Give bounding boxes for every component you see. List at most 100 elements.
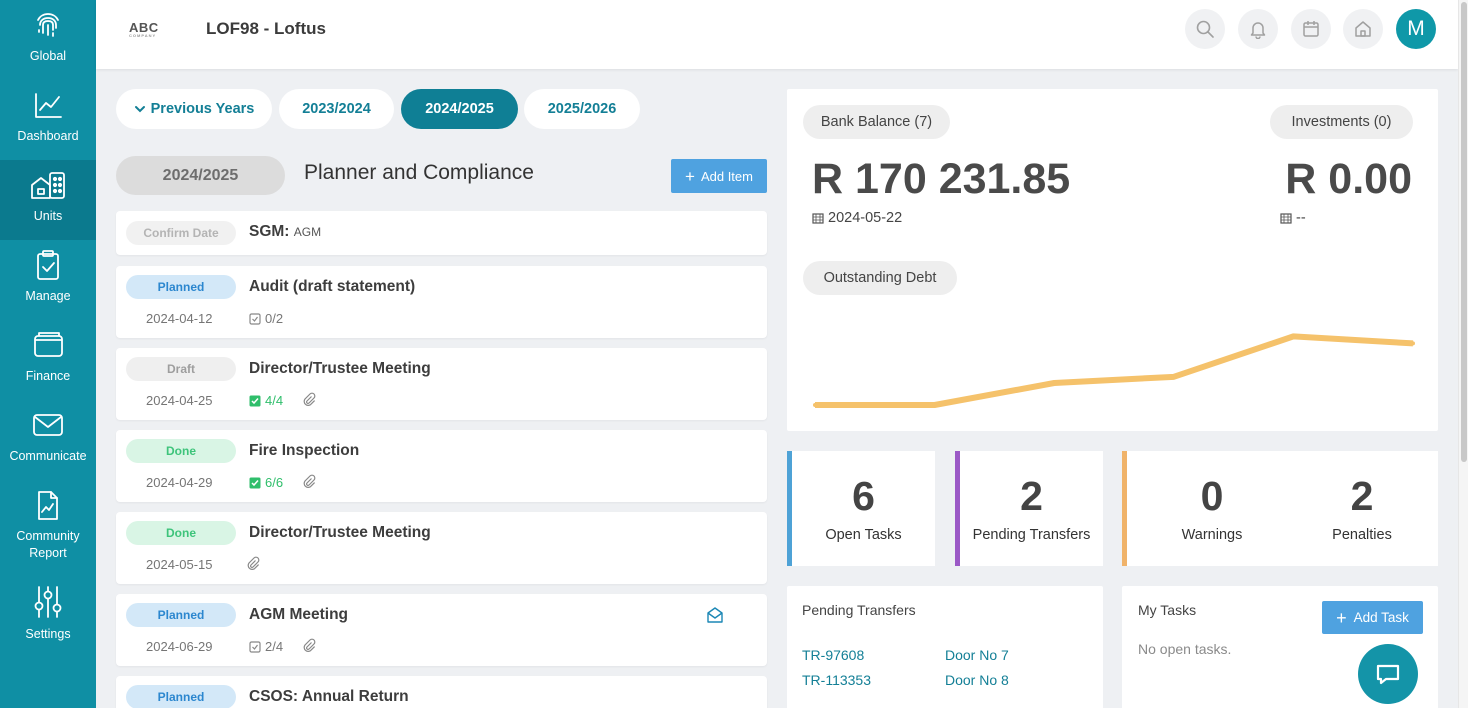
- planner-item-title: Audit (draft statement): [249, 278, 416, 295]
- sidebar-item-label: Global: [29, 49, 67, 63]
- planner-item-subtitle: AGM: [293, 225, 322, 239]
- status-badge: Draft: [126, 357, 236, 381]
- sidebar-item-label: Settings: [25, 627, 71, 641]
- calendar-icon: [812, 213, 824, 224]
- logo-subtext: COMPANY: [129, 33, 157, 38]
- planner-item[interactable]: Planned CSOS: Annual Return: [116, 676, 767, 708]
- tab-previous-years[interactable]: Previous Years: [116, 89, 272, 129]
- tab-2025-2026[interactable]: 2025/2026: [524, 89, 640, 129]
- debt-data-point: [1291, 334, 1296, 339]
- scrollbar-thumb[interactable]: [1461, 2, 1467, 462]
- status-badge: Planned: [126, 685, 236, 708]
- paperclip-icon: [303, 474, 316, 488]
- tab-2023-2024[interactable]: 2023/2024: [279, 89, 394, 129]
- sidebar-item-label: Finance: [25, 369, 71, 383]
- wallet-icon: [34, 332, 63, 357]
- page-scrollbar[interactable]: [1458, 0, 1468, 708]
- home-icon: [1355, 21, 1371, 37]
- debt-data-point: [1171, 374, 1176, 379]
- sliders-icon: [34, 586, 62, 618]
- sidebar-item-label: Community Report: [16, 529, 80, 560]
- sidebar-item-global[interactable]: Global: [0, 0, 96, 80]
- bank-balance-amount: R 170 231.85: [812, 155, 1071, 203]
- checkbox-icon: [249, 312, 261, 325]
- notifications-button[interactable]: [1238, 9, 1278, 49]
- planner-item-date: 2024-04-12: [146, 311, 213, 326]
- home-button[interactable]: [1343, 9, 1383, 49]
- finance-panel: Bank Balance (7) Investments (0) R 170 2…: [787, 89, 1438, 431]
- outstanding-debt-chart: [813, 333, 1415, 408]
- investments-amount: R 0.00: [1285, 155, 1412, 203]
- sidebar-item-units[interactable]: Units: [0, 160, 96, 240]
- pending-transfers-title: Pending Transfers: [802, 602, 916, 618]
- planner-item-title-text: SGM:: [249, 223, 290, 240]
- tab-label: 2023/2024: [302, 101, 371, 117]
- penalties-label: Penalties: [1332, 527, 1392, 543]
- calendar-icon: [1303, 21, 1319, 37]
- pending-transfers-label: Pending Transfers: [972, 527, 1091, 543]
- transfer-unit-link[interactable]: Door No 7: [945, 647, 1009, 663]
- bank-balance-pill[interactable]: Bank Balance (7): [803, 105, 950, 139]
- warnings-penalties-card[interactable]: 0 Warnings 2 Penalties: [1122, 451, 1438, 566]
- tab-label: 2025/2026: [547, 101, 617, 117]
- planner-item[interactable]: Done Fire Inspection 2024-04-29 6/6: [116, 430, 767, 502]
- sidebar-item-finance[interactable]: Finance: [0, 320, 96, 400]
- status-badge: Confirm Date: [126, 221, 236, 245]
- planner-item[interactable]: Done Director/Trustee Meeting 2024-05-15: [116, 512, 767, 584]
- tab-label: Previous Years: [150, 101, 255, 117]
- planner-item[interactable]: Planned AGM Meeting 2024-06-29 2/4: [116, 594, 767, 666]
- planner-item-title: CSOS: Annual Return: [249, 688, 409, 705]
- bell-icon: [1250, 22, 1266, 39]
- transfer-id-link[interactable]: TR-97608: [802, 647, 865, 663]
- planner-item-date: 2024-05-15: [146, 557, 213, 572]
- checklist-progress: 4/4: [249, 393, 283, 408]
- page-title: LOF98 - Loftus: [206, 19, 326, 38]
- paperclip-icon: [303, 638, 316, 652]
- sidebar-item-communicate[interactable]: Communicate: [0, 400, 96, 480]
- chat-bubble-icon: [1376, 664, 1400, 685]
- top-header: ABC COMPANY LOF98 - Loftus M: [96, 0, 1458, 69]
- sidebar-item-dashboard[interactable]: Dashboard: [0, 80, 96, 160]
- investments-date: --: [1280, 210, 1306, 226]
- planner-item-title: SGM: AGM: [249, 223, 321, 241]
- pending-transfers-card[interactable]: 2 Pending Transfers: [955, 451, 1103, 566]
- checklist-progress: 6/6: [249, 475, 283, 490]
- search-button[interactable]: [1185, 9, 1225, 49]
- checklist-progress: 2/4: [249, 639, 283, 654]
- sidebar: Global Dashboard Units Manage: [0, 0, 96, 708]
- debt-data-point: [813, 403, 817, 407]
- add-item-label: Add Item: [700, 168, 753, 184]
- status-badge: Planned: [126, 275, 236, 299]
- open-tasks-card[interactable]: 6 Open Tasks: [787, 451, 935, 566]
- transfer-unit-link[interactable]: Door No 8: [945, 672, 1009, 688]
- calendar-icon: [1280, 213, 1292, 224]
- add-task-button[interactable]: + Add Task: [1322, 601, 1423, 634]
- chart-line-icon: [35, 93, 62, 118]
- sidebar-item-settings[interactable]: Settings: [0, 576, 96, 656]
- envelope-open-icon[interactable]: [706, 606, 724, 624]
- add-item-button[interactable]: + Add Item: [671, 159, 767, 193]
- clipboard-check-icon: [37, 250, 59, 280]
- planner-year-badge: 2024/2025: [116, 156, 285, 195]
- company-logo[interactable]: ABC COMPANY: [129, 20, 159, 38]
- chat-support-button[interactable]: [1358, 644, 1418, 704]
- planner-item-date: 2024-04-29: [146, 475, 213, 490]
- paperclip-icon: [247, 556, 260, 570]
- bank-balance-date: 2024-05-22: [812, 210, 902, 226]
- user-avatar[interactable]: M: [1396, 9, 1436, 49]
- outstanding-debt-pill[interactable]: Outstanding Debt: [803, 261, 957, 295]
- warnings-count: 0: [1200, 473, 1224, 519]
- planner-item[interactable]: Draft Director/Trustee Meeting 2024-04-2…: [116, 348, 767, 420]
- investments-pill[interactable]: Investments (0): [1270, 105, 1413, 139]
- planner-item-date: 2024-06-29: [146, 639, 213, 654]
- planner-item[interactable]: Confirm Date SGM: AGM: [116, 211, 767, 255]
- planner-item[interactable]: Planned Audit (draft statement) 2024-04-…: [116, 266, 767, 338]
- calendar-button[interactable]: [1291, 9, 1331, 49]
- planner-item-title: Fire Inspection: [249, 442, 360, 459]
- sidebar-item-label: Dashboard: [17, 129, 79, 143]
- tab-2024-2025[interactable]: 2024/2025: [401, 89, 518, 129]
- document-chart-icon: [38, 491, 58, 520]
- sidebar-item-community-report[interactable]: Community Report: [0, 480, 96, 570]
- sidebar-item-manage[interactable]: Manage: [0, 240, 96, 320]
- transfer-id-link[interactable]: TR-113353: [802, 672, 872, 688]
